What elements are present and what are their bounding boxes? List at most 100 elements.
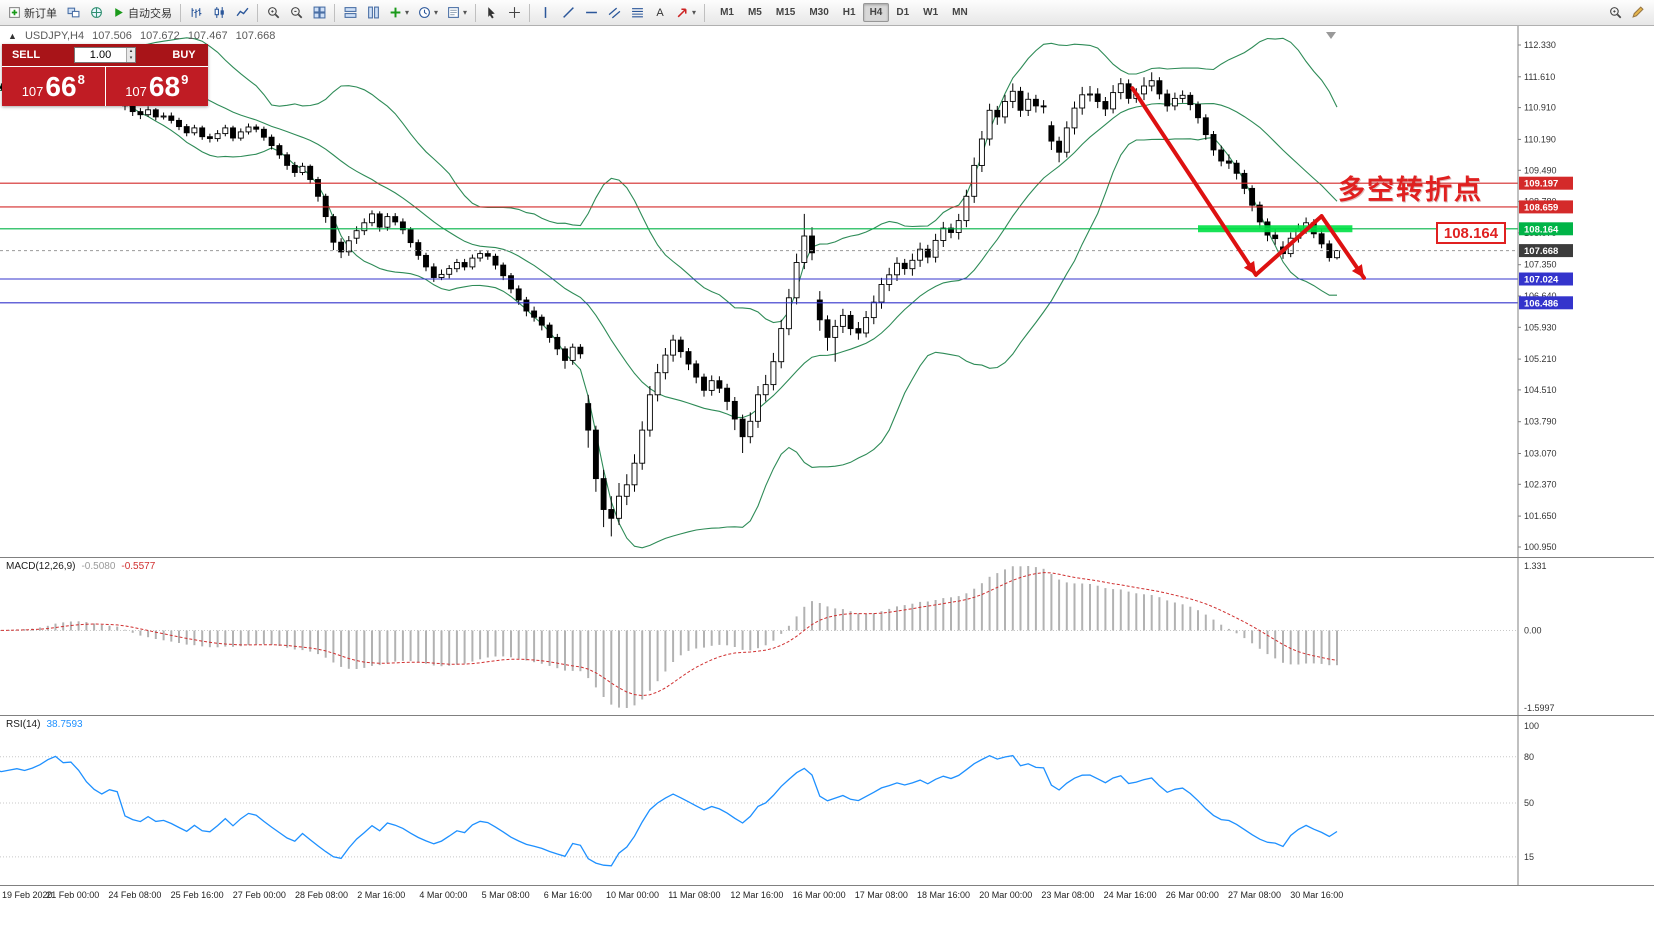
svg-text:15: 15 bbox=[1524, 852, 1534, 862]
cursor-button[interactable] bbox=[480, 2, 502, 24]
svg-text:106.486: 106.486 bbox=[1524, 298, 1558, 309]
find-button[interactable] bbox=[1604, 2, 1626, 24]
time-label: 17 Mar 08:00 bbox=[854, 890, 908, 900]
candle-chart-button[interactable] bbox=[208, 2, 230, 24]
chart-windows-button[interactable] bbox=[62, 2, 84, 24]
toolbar-separator bbox=[257, 3, 258, 22]
timeframe-h1-button[interactable]: H1 bbox=[842, 7, 856, 18]
one-click-panel-toggle[interactable]: ▲ bbox=[8, 31, 17, 41]
svg-text:103.790: 103.790 bbox=[1524, 417, 1557, 427]
crosshair-button[interactable] bbox=[503, 2, 525, 24]
equidistant-channel-button[interactable] bbox=[603, 2, 625, 24]
plus-icon bbox=[389, 6, 402, 19]
bar-chart-button[interactable] bbox=[185, 2, 207, 24]
edit-chart-button[interactable] bbox=[1626, 2, 1648, 24]
fibonacci-button[interactable] bbox=[626, 2, 648, 24]
toolbar-separator bbox=[180, 3, 181, 22]
macd-axis[interactable]: 1.331 0.00 -1.5997 bbox=[1517, 558, 1555, 716]
time-label: 21 Feb 00:00 bbox=[46, 890, 100, 900]
spin-down-icon[interactable]: ▾ bbox=[127, 55, 135, 62]
arrange-horizontal-button[interactable] bbox=[339, 2, 361, 24]
time-label: 25 Feb 16:00 bbox=[170, 890, 224, 900]
timeframe-m1-button[interactable]: M1 bbox=[720, 7, 734, 18]
templates-button[interactable]: ▾ bbox=[443, 2, 471, 24]
indicators-button[interactable]: ▾ bbox=[385, 2, 413, 24]
zoom-out-icon bbox=[290, 6, 303, 19]
toolbar-right-group bbox=[1604, 2, 1648, 24]
globe-icon bbox=[90, 6, 103, 19]
pencil-icon bbox=[1631, 6, 1644, 19]
line-chart-button[interactable] bbox=[231, 2, 253, 24]
timeframe-d1-button[interactable]: D1 bbox=[896, 7, 910, 18]
timeframe-m30-button[interactable]: M30 bbox=[809, 7, 829, 18]
price-chart-canvas[interactable]: 112.330111.610110.910110.190109.490108.7… bbox=[0, 26, 1654, 558]
sell-caption: SELL bbox=[11, 49, 41, 61]
time-label: 23 Mar 08:00 bbox=[1041, 890, 1095, 900]
dropdown-caret-icon: ▾ bbox=[434, 8, 439, 17]
dropdown-caret-icon: ▾ bbox=[463, 8, 468, 17]
periods-button[interactable]: ▾ bbox=[414, 2, 442, 24]
arrange-vertical-button[interactable] bbox=[362, 2, 384, 24]
vertical-line-button[interactable] bbox=[534, 2, 556, 24]
time-label: 20 Mar 00:00 bbox=[979, 890, 1033, 900]
macd-panel: 1.331 0.00 -1.5997 MACD(12,26,9) -0.5080 -0.… bbox=[0, 558, 1654, 716]
rows-icon bbox=[344, 6, 357, 19]
one-click-top-row: SELL 1.00 ▴ ▾ BUY bbox=[2, 44, 208, 66]
spin-up-icon[interactable]: ▴ bbox=[127, 48, 135, 55]
zoom-out-button[interactable] bbox=[285, 2, 307, 24]
svg-text:103.070: 103.070 bbox=[1524, 449, 1557, 459]
bottom-margin bbox=[0, 904, 1654, 948]
timeframe-h4-button[interactable]: H4 bbox=[862, 3, 890, 22]
svg-text:110.190: 110.190 bbox=[1524, 134, 1556, 144]
zoom-in-button[interactable] bbox=[262, 2, 284, 24]
rsi-axis[interactable]: 100 80 50 15 bbox=[1517, 716, 1539, 886]
fibo-icon bbox=[631, 6, 644, 19]
svg-text:109.197: 109.197 bbox=[1524, 179, 1558, 190]
tile-windows-button[interactable] bbox=[308, 2, 330, 24]
text-tool-button[interactable]: A bbox=[649, 2, 671, 24]
svg-text:107.668: 107.668 bbox=[1524, 246, 1558, 257]
trendline-button[interactable] bbox=[557, 2, 579, 24]
volume-spinner[interactable]: ▴ ▾ bbox=[126, 48, 135, 62]
price-axis[interactable]: 112.330111.610110.910110.190109.490108.7… bbox=[1517, 26, 1573, 558]
new-order-button[interactable]: 新订单 bbox=[4, 2, 61, 24]
buy-button[interactable]: 107 68 9 bbox=[105, 67, 208, 106]
symbol-period-label: USDJPY,H4 bbox=[24, 30, 85, 42]
time-label: 28 Feb 08:00 bbox=[295, 890, 349, 900]
svg-text:80: 80 bbox=[1524, 752, 1534, 762]
macd-canvas[interactable]: 1.331 0.00 -1.5997 bbox=[0, 558, 1654, 716]
timeframe-m5-button[interactable]: M5 bbox=[747, 7, 762, 18]
timeframe-mn-button[interactable]: MN bbox=[952, 7, 968, 18]
sell-button[interactable]: 107 66 8 bbox=[2, 67, 105, 106]
timeframe-m15-button[interactable]: M15 bbox=[775, 7, 796, 18]
svg-text:100.950: 100.950 bbox=[1524, 542, 1557, 552]
svg-text:100: 100 bbox=[1524, 721, 1539, 731]
bar-low-value: 107.467 bbox=[187, 30, 228, 42]
macd-main-value: -0.5080 bbox=[81, 561, 116, 572]
data-refresh-button[interactable] bbox=[85, 2, 107, 24]
toolbar-separator bbox=[704, 3, 706, 22]
svg-text:111.610: 111.610 bbox=[1524, 72, 1555, 82]
auto-trading-button[interactable]: 自动交易 bbox=[108, 2, 176, 24]
buy-price-main: 68 bbox=[148, 71, 181, 102]
arrows-tool-button[interactable]: ▾ bbox=[672, 2, 700, 24]
plus-doc-icon bbox=[8, 6, 21, 19]
horizontal-line-button[interactable] bbox=[580, 2, 602, 24]
time-label: 4 Mar 00:00 bbox=[419, 890, 468, 900]
line-icon bbox=[236, 6, 249, 19]
time-label: 27 Feb 00:00 bbox=[232, 890, 286, 900]
volume-input[interactable]: 1.00 ▴ ▾ bbox=[74, 47, 136, 63]
bollinger-bands bbox=[0, 37, 1338, 549]
time-label: 27 Mar 08:00 bbox=[1228, 890, 1282, 900]
svg-text:108.659: 108.659 bbox=[1524, 202, 1558, 213]
svg-text:108.164: 108.164 bbox=[1524, 224, 1559, 235]
time-label: 10 Mar 00:00 bbox=[606, 890, 660, 900]
rsi-panel: 100 80 50 15 RSI(14) 38.7593 bbox=[0, 716, 1654, 886]
zoom-in-icon bbox=[1609, 6, 1622, 19]
chart-shift-marker[interactable] bbox=[1326, 32, 1336, 39]
rsi-canvas[interactable]: 100 80 50 15 bbox=[0, 716, 1654, 886]
macd-label: MACD(12,26,9) bbox=[6, 561, 76, 572]
timeframe-w1-button[interactable]: W1 bbox=[923, 7, 939, 18]
time-axis[interactable]: 19 Feb 2020 21 Feb 00:00 24 Feb 08:00 25 Fe… bbox=[0, 886, 1654, 904]
svg-text:1.331: 1.331 bbox=[1524, 561, 1547, 571]
